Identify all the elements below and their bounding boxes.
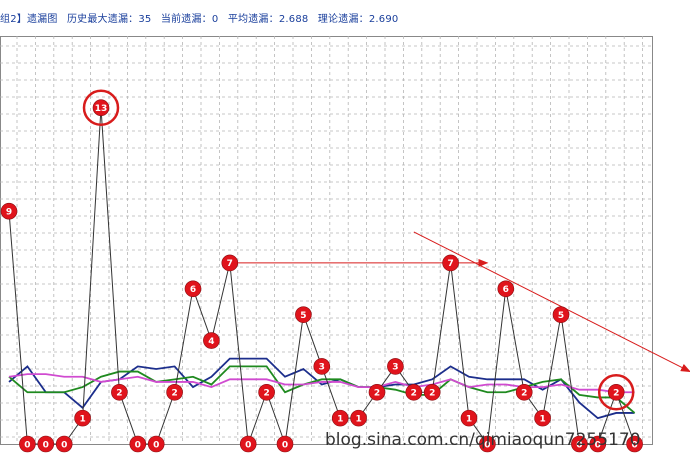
miss-marker	[74, 409, 91, 427]
miss-marker-label: 0	[24, 440, 30, 450]
miss-marker	[626, 435, 643, 453]
miss-marker	[368, 383, 386, 401]
miss-marker-label: 3	[392, 363, 398, 373]
miss-marker	[129, 435, 147, 453]
miss-marker	[442, 254, 459, 272]
miss-marker-label: 6	[190, 285, 196, 295]
miss-marker	[423, 383, 441, 401]
miss-marker	[515, 383, 533, 401]
watermark-text: blog.sina.com.cn/qimiaoqun7255170	[325, 430, 641, 450]
miss-marker-label: 2	[263, 389, 269, 399]
miss-marker	[589, 435, 607, 453]
miss-marker	[37, 435, 55, 453]
miss-marker-label: 13	[95, 104, 108, 114]
miss-marker-label: 2	[429, 389, 435, 399]
miss-marker-label: 3	[319, 363, 325, 373]
miss-marker	[276, 435, 294, 453]
miss-marker	[571, 435, 588, 453]
miss-marker-label: 1	[466, 414, 472, 424]
miss-marker	[184, 280, 202, 298]
miss-marker-label: 2	[116, 389, 122, 399]
highlight-circle	[597, 374, 635, 411]
miss-marker-label: 6	[503, 285, 509, 295]
miss-marker	[221, 254, 239, 272]
group-label: 组2】遗漏图	[0, 14, 58, 25]
max-miss-text: 历史最大遗漏：35	[66, 14, 152, 25]
miss-marker-label: 2	[521, 389, 527, 399]
miss-marker	[552, 306, 570, 323]
miss-marker	[295, 306, 312, 323]
miss-marker-label: 2	[374, 389, 380, 399]
miss-marker-label: 7	[227, 259, 233, 269]
miss-marker	[534, 409, 551, 427]
miss-marker-label: 7	[447, 259, 453, 269]
miss-marker	[607, 383, 625, 401]
miss-marker	[331, 409, 349, 427]
miss-marker-label: 0	[61, 440, 67, 450]
chart-header: 组2】遗漏图 历史最大遗漏：35 当前遗漏：0 平均遗漏：2.688 理论遗漏：…	[0, 10, 405, 28]
miss-marker-label: 0	[631, 440, 637, 450]
miss-marker-label: 2	[171, 389, 177, 399]
miss-marker-label: 4	[208, 337, 214, 347]
miss-marker	[460, 409, 478, 427]
miss-marker-label: 2	[613, 389, 619, 399]
miss-marker-label: 0	[576, 440, 582, 450]
miss-marker	[479, 435, 496, 453]
trend-arrow-down	[413, 231, 690, 373]
miss-marker-label: 0	[595, 440, 601, 450]
miss-marker	[0, 202, 18, 220]
theory-miss-text: 理论遗漏：2.690	[317, 14, 399, 25]
miss-marker	[387, 358, 404, 375]
miss-marker	[19, 435, 36, 453]
miss-marker-label: 9	[6, 208, 12, 218]
miss-marker	[258, 383, 275, 401]
miss-marker	[92, 99, 110, 117]
miss-marker-label: 0	[484, 440, 490, 450]
miss-marker	[350, 409, 367, 427]
miss-marker	[405, 383, 423, 401]
miss-marker	[55, 435, 73, 453]
miss-marker-label: 5	[558, 311, 564, 321]
series-line-green	[8, 365, 636, 414]
miss-marker-label: 0	[245, 440, 251, 450]
highlight-circle	[82, 89, 120, 126]
miss-marker-label: 0	[43, 440, 49, 450]
miss-marker-label: 0	[153, 440, 159, 450]
miss-marker-label: 0	[282, 440, 288, 450]
miss-marker	[497, 280, 515, 298]
miss-marker	[239, 435, 257, 453]
miss-marker	[166, 383, 183, 401]
miss-marker	[147, 435, 165, 453]
miss-marker	[203, 332, 220, 349]
miss-marker-label: 1	[337, 414, 343, 424]
miss-marker-label: 1	[539, 414, 545, 424]
miss-marker	[313, 358, 331, 375]
miss-marker	[111, 383, 128, 401]
miss-marker-label: 5	[300, 311, 306, 321]
miss-marker-label: 1	[79, 414, 85, 424]
miss-marker-label: 2	[411, 389, 417, 399]
miss-marker-label: 1	[355, 414, 361, 424]
current-miss-text: 当前遗漏：0	[160, 14, 219, 25]
miss-marker-label: 0	[135, 440, 141, 450]
avg-miss-text: 平均遗漏：2.688	[227, 14, 309, 25]
